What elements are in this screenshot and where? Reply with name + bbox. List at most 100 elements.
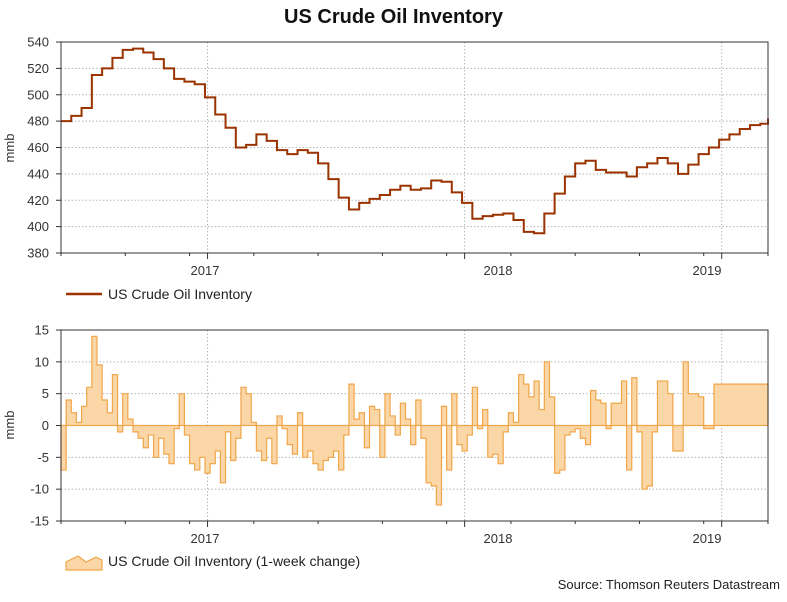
change-ytick-label: -5 — [37, 450, 49, 465]
chart-title: US Crude Oil Inventory — [284, 6, 503, 28]
change-ytick-label: 10 — [35, 354, 49, 369]
change-plot-frame — [60, 329, 769, 522]
inventory-point — [739, 128, 741, 130]
source-note: Source: Thomson Reuters Datastream — [558, 577, 780, 592]
inventory-point — [615, 171, 617, 174]
inventory-point — [564, 175, 566, 178]
change-legend: US Crude Oil Inventory (1-week change) — [65, 553, 360, 571]
inventory-point — [656, 157, 659, 159]
change-legend-swatch — [65, 555, 103, 571]
inventory-point — [276, 149, 278, 151]
inventory-point — [389, 189, 391, 191]
change-xtick-label: 2018 — [484, 531, 513, 546]
inventory-legend-label: US Crude Oil Inventory — [108, 286, 252, 302]
inventory-point — [677, 173, 679, 175]
inventory-point — [636, 166, 638, 168]
inventory-point — [708, 146, 710, 149]
inventory-point — [595, 169, 597, 171]
inventory-point — [80, 107, 83, 109]
change-series-area — [60, 335, 769, 506]
inventory-xtick-label: 2019 — [693, 263, 722, 278]
inventory-ytick-label: 480 — [27, 114, 49, 129]
inventory-point — [626, 175, 628, 178]
inventory-y-axis-title: mmb — [2, 134, 17, 163]
inventory-ytick-label: 540 — [27, 35, 49, 50]
inventory-ytick-label: 400 — [27, 219, 49, 234]
inventory-point — [759, 123, 761, 125]
inventory-point — [574, 162, 576, 164]
inventory-point — [286, 153, 288, 155]
inventory-point — [317, 162, 319, 164]
inventory-point — [667, 162, 669, 164]
inventory-point — [687, 164, 689, 166]
change-ytick-label: 5 — [42, 386, 49, 401]
inventory-point — [245, 144, 247, 146]
inventory-point — [482, 215, 484, 217]
change-legend-label: US Crude Oil Inventory (1-week change) — [108, 553, 360, 569]
inventory-point — [368, 198, 371, 200]
inventory-point — [718, 138, 720, 141]
inventory-point — [194, 83, 196, 85]
inventory-point — [152, 58, 155, 60]
inventory-point — [91, 74, 93, 76]
inventory-point — [554, 193, 556, 195]
inventory-point — [399, 185, 401, 187]
inventory-point — [235, 146, 237, 149]
inventory-point — [307, 152, 309, 154]
inventory-point — [605, 171, 607, 174]
inventory-point — [646, 162, 648, 164]
inventory-point — [512, 219, 515, 221]
change-ytick-label: -15 — [30, 514, 49, 529]
inventory-point — [173, 78, 175, 80]
inventory-series-line — [61, 47, 769, 235]
change-y-axis-title: mmb — [2, 411, 17, 440]
inventory-point — [502, 212, 504, 215]
change-xtick-label: 2019 — [693, 531, 722, 546]
inventory-point — [358, 202, 360, 204]
inventory-ytick-label: 420 — [27, 193, 49, 208]
inventory-point — [183, 80, 186, 83]
inventory-point — [584, 160, 587, 162]
change-ytick-label: 15 — [35, 323, 49, 338]
inventory-point — [204, 96, 206, 98]
inventory-point — [471, 218, 473, 220]
inventory-point — [533, 232, 535, 234]
change-xtick-label: 2017 — [191, 531, 220, 546]
inventory-point — [440, 181, 443, 183]
inventory-point — [255, 133, 257, 135]
inventory-chart-panel: 380 400 420 440 460 480 500 520 540 2017 2018 2019 m… — [2, 35, 769, 278]
inventory-ytick-label: 500 — [27, 87, 49, 102]
inventory-point — [266, 140, 268, 142]
inventory-point — [111, 57, 114, 59]
inventory-point — [296, 149, 299, 151]
inventory-point — [461, 202, 463, 204]
inventory-point — [338, 197, 340, 199]
inventory-point — [70, 115, 72, 117]
inventory-point — [214, 113, 216, 116]
inventory-point — [543, 212, 545, 215]
inventory-point — [122, 49, 124, 51]
inventory-point — [224, 127, 227, 129]
change-ytick-label: 0 — [42, 418, 49, 433]
inventory-point — [163, 67, 165, 69]
inventory-xtick-label: 2017 — [191, 263, 220, 278]
inventory-legend: US Crude Oil Inventory — [66, 286, 252, 302]
inventory-point — [523, 231, 525, 233]
inventory-point — [420, 187, 422, 189]
change-chart-panel: -15 -10 -5 0 5 10 15 2017 2018 2019 mmb — [2, 323, 769, 546]
inventory-point — [430, 179, 432, 182]
inventory-xtick-label: 2018 — [484, 263, 513, 278]
inventory-point — [451, 191, 453, 193]
inventory-point — [410, 189, 412, 191]
inventory-ytick-label: 460 — [27, 140, 49, 155]
inventory-ytick-label: 520 — [27, 61, 49, 76]
inventory-point — [492, 214, 494, 216]
inventory-ytick-label: 440 — [27, 166, 49, 181]
inventory-point — [697, 153, 700, 155]
inventory-point — [101, 67, 103, 69]
inventory-plot-frame — [60, 41, 769, 254]
inventory-point — [728, 133, 731, 135]
inventory-point — [327, 178, 329, 180]
inventory-point — [348, 208, 350, 211]
